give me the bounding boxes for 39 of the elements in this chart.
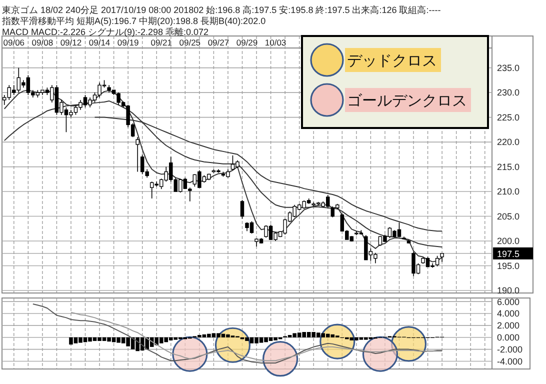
y-tick-label: 210.0 <box>497 186 520 197</box>
x-tick-label: 09/14 <box>88 38 110 48</box>
x-tick-label: 09/25 <box>179 38 201 48</box>
candlestick <box>136 136 140 172</box>
x-tick-label: 09/06 <box>3 38 25 48</box>
x-tick-label: 09/29 <box>236 38 258 48</box>
point <box>172 336 208 372</box>
y-tick-label: -4.000 <box>497 356 523 366</box>
y-tick-label: 197.5 <box>497 248 520 259</box>
candlestick <box>240 200 244 220</box>
y-tick-label: 195.0 <box>497 260 520 271</box>
y-tick-label: 225.0 <box>497 112 520 122</box>
y-tick-label: 230.0 <box>497 88 520 98</box>
x-tick-label: 09/08 <box>32 38 54 48</box>
y-tick-label: 2.000 <box>497 320 520 331</box>
chart-subtitle: 指数平滑移動平均 短期A(5):196.7 中期(20):198.8 長期B(40):202.0 <box>1 16 266 26</box>
x-tick-label: 09/12 <box>60 38 82 48</box>
chart-title: 東京ゴム 18/02 240分足 2017/10/19 08:00 201802 始:196.8 高:197.5 安:195.8 終:197.5 出来高:126 取組高:---- <box>2 5 441 15</box>
x-tick-label: 09/21 <box>150 38 172 48</box>
x-tick-label: 10/03 <box>264 38 286 48</box>
x-tick-label: 09/19 <box>117 38 139 48</box>
y-tick-label: 220.0 <box>497 137 520 148</box>
y-tick-label: 0.000 <box>497 332 520 343</box>
point <box>262 341 298 377</box>
text: MACD MACD:-2.226 シグナル(9):-2.298 乖離:0.072 <box>2 27 209 37</box>
legend-label: デッドクロス <box>347 52 437 70</box>
y-tick-label: 235.0 <box>497 63 520 73</box>
candlestick <box>435 255 440 267</box>
y-tick-label: -2.000 <box>497 344 523 355</box>
y-tick-label: 205.0 <box>497 211 520 222</box>
y-tick-label: 4.000 <box>497 308 520 319</box>
y-tick-label: 6.000 <box>497 296 520 307</box>
y-tick-label: 190.0 <box>497 286 520 296</box>
line-series <box>32 303 443 364</box>
y-tick-label: 215.0 <box>497 162 520 172</box>
x-tick-label: 09/27 <box>208 38 230 48</box>
legend-label: ゴールデンクロス <box>347 92 467 110</box>
y-tick-label: 200.0 <box>497 236 520 246</box>
point <box>362 336 398 372</box>
